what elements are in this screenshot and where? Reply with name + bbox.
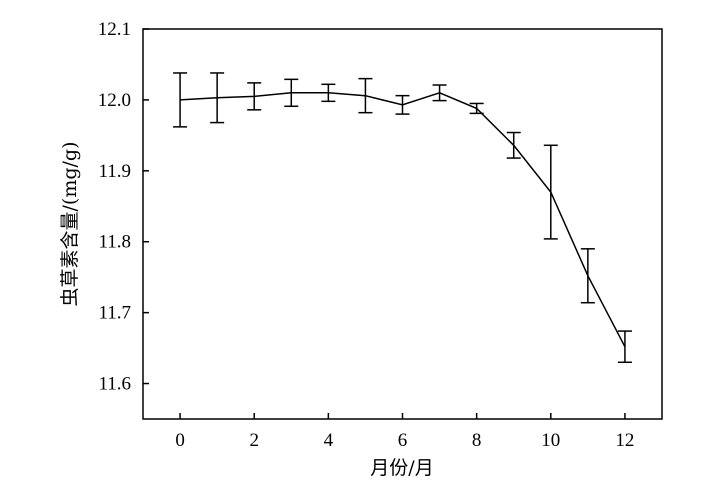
error-bars — [173, 72, 632, 364]
error-bar — [173, 72, 188, 128]
x-tick-label: 12 — [615, 430, 634, 451]
x-axis-title: 月份/月 — [370, 457, 433, 479]
x-tick-label: 2 — [249, 430, 259, 451]
y-axis: 11.6 11.7 11.8 11.9 12.0 12.1 — [98, 19, 149, 395]
y-tick-label: 11.8 — [98, 232, 131, 253]
y-tick-label: 11.7 — [98, 303, 131, 324]
y-tick-label: 12.1 — [98, 19, 131, 40]
y-tick-label: 11.6 — [98, 374, 131, 395]
x-tick-label: 0 — [175, 430, 185, 451]
plot-frame — [142, 28, 663, 420]
y-tick-label: 11.9 — [98, 161, 131, 182]
series-line — [180, 92, 626, 348]
y-tick-label: 12.0 — [98, 90, 131, 111]
x-tick-label: 8 — [472, 430, 482, 451]
x-tick-label: 10 — [541, 430, 560, 451]
x-tick-label: 6 — [398, 430, 408, 451]
x-axis: 0 2 4 6 8 10 12 — [175, 413, 634, 451]
x-tick-label: 4 — [324, 430, 334, 451]
y-axis-title: 虫草素含量/(mg/g) — [59, 142, 81, 307]
